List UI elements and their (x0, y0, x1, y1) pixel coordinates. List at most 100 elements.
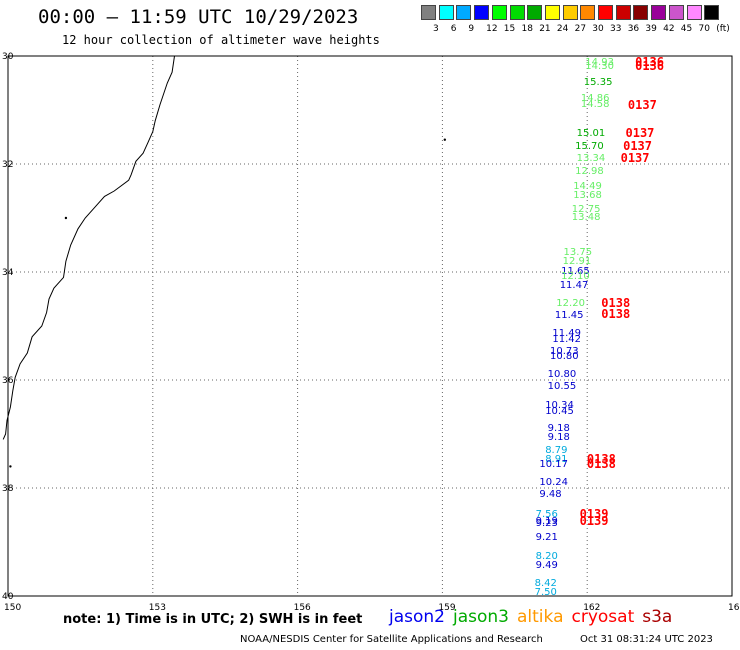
scale-label: 9 (468, 24, 475, 34)
orbit-number-label: 0136 (635, 54, 664, 69)
scale-swatch (686, 5, 702, 20)
orbit-number-label: 0138 (601, 296, 631, 311)
scale-swatch (544, 5, 560, 20)
scale-swatch (633, 5, 649, 20)
scale-label: 24 (556, 24, 569, 34)
scale-swatch (438, 5, 454, 20)
legend-jason2: jason2 (389, 607, 445, 627)
wave-height-value: 11.42 (552, 333, 582, 345)
scale-label: 45 (680, 24, 693, 34)
wave-height-value: 12.75 (571, 203, 601, 215)
wave-height-value: 7.56 (535, 509, 558, 520)
footer-timestamp: Oct 31 08:31:24 UTC 2023 (580, 634, 713, 645)
longitude-label: 159 (438, 603, 455, 613)
orbit-number-label: 0137 (625, 126, 655, 141)
wave-height-value: 12.98 (575, 166, 604, 178)
latitude-label: 32 (2, 160, 13, 170)
wave-height-value: 13.48 (571, 212, 601, 223)
longitude-label: 153 (149, 603, 166, 613)
scale-swatch (527, 5, 543, 20)
latitude-label: 38 (2, 484, 14, 494)
legend-cryosat: cryosat (571, 607, 635, 627)
scale-label: 3 (433, 24, 439, 34)
wave-height-value: 11.49 (552, 328, 582, 340)
scale-swatch (580, 5, 596, 20)
wave-height-value: 8.20 (535, 551, 558, 563)
wave-height-value: 9.18 (547, 432, 570, 444)
wave-height-value: 14.58 (580, 98, 610, 110)
scale-swatch (562, 5, 578, 20)
wave-height-value: 9.49 (535, 560, 558, 572)
wave-height-value: 12.20 (556, 298, 585, 310)
map-subtitle: 12 hour collection of altimeter wave hei… (62, 33, 380, 47)
longitude-label: 150 (4, 603, 21, 613)
legend-s3a: s3a (642, 607, 673, 627)
wave-height-value: 10.24 (539, 476, 569, 488)
wave-height-value: 14.93 (585, 56, 614, 68)
orbit-number-label: 0137 (623, 138, 652, 153)
latitude-label: 30 (2, 52, 14, 62)
scale-label: 39 (645, 24, 657, 34)
scale-swatch (456, 5, 472, 20)
orbit-number-label: 0137 (627, 97, 657, 112)
scale-label: 27 (574, 24, 587, 34)
scale-label: 6 (450, 24, 457, 34)
wave-height-value: 11.45 (554, 310, 584, 322)
wave-height-value: 13.75 (563, 247, 593, 259)
scale-label: 18 (521, 24, 533, 34)
wave-height-value: 9.18 (547, 422, 570, 434)
coastline (2, 55, 175, 440)
island-dot (443, 138, 447, 141)
orbit-number-label: 0138 (601, 307, 631, 322)
wave-height-value: 10.34 (545, 399, 574, 411)
wave-height-value: 15.01 (576, 128, 606, 140)
wave-height-value: 10.55 (547, 380, 577, 392)
orbit-number-label: 0139 (579, 507, 609, 521)
scale-label: 15 (503, 24, 516, 34)
scale-swatch (474, 5, 490, 20)
scale-label: 12 (486, 24, 498, 34)
wave-height-value: 13.68 (573, 190, 602, 202)
scale-swatch (421, 5, 436, 20)
footer-credit: NOAA/NESDIS Center for Satellite Applica… (240, 634, 543, 645)
wave-height-value: 14.49 (573, 180, 602, 192)
latitude-label: 36 (2, 376, 14, 386)
wave-height-value: 14.86 (580, 93, 610, 105)
scale-swatch (704, 5, 720, 20)
wave-height-value: 8.79 (545, 445, 568, 457)
scale-label: 30 (592, 24, 604, 34)
wave-height-value: 15.35 (583, 77, 613, 88)
wave-height-value: 9.19 (535, 515, 558, 527)
orbit-number-label: 0139 (579, 513, 609, 528)
wave-height-value: 9.23 (535, 517, 558, 529)
wave-height-value: 11.65 (561, 266, 590, 277)
legend-jason3: jason3 (453, 607, 509, 627)
longitude-label: 162 (583, 603, 600, 613)
wave-height-value: 13.34 (576, 152, 606, 164)
map-title: 00:00 – 11:59 UTC 10/29/2023 (38, 6, 359, 28)
orbit-number-label: 0137 (620, 150, 650, 165)
longitude-label: 156 (294, 603, 311, 613)
orbit-number-label: 0138 (586, 457, 616, 472)
scale-label: 70 (698, 24, 710, 34)
scale-label: 42 (663, 24, 675, 34)
satellite-legend: jason2 jason3 altika cryosat s3a (389, 607, 680, 627)
scale-label: 33 (610, 24, 622, 34)
wave-height-value: 10.45 (545, 406, 574, 418)
wave-height-value: 12.10 (561, 271, 590, 283)
wave-height-value: 15.70 (575, 140, 604, 152)
wave-height-value: 10.17 (539, 459, 569, 471)
map-frame (7, 55, 733, 597)
latitude-label: 40 (2, 592, 14, 602)
scale-label: (ft) (716, 24, 730, 34)
orbit-number-label: 0136 (635, 58, 664, 73)
scale-swatch (491, 5, 507, 20)
wave-height-value: 11.47 (559, 279, 589, 291)
units-note: note: 1) Time is in UTC; 2) SWH is in fe… (63, 612, 363, 627)
scale-swatch (651, 5, 667, 20)
wave-height-value: 9.48 (539, 488, 562, 500)
scale-swatch (598, 5, 613, 20)
wave-height-value: 7.50 (534, 587, 557, 599)
wave-height-value: 9.21 (535, 531, 558, 543)
wave-height-value: 10.73 (550, 345, 579, 357)
